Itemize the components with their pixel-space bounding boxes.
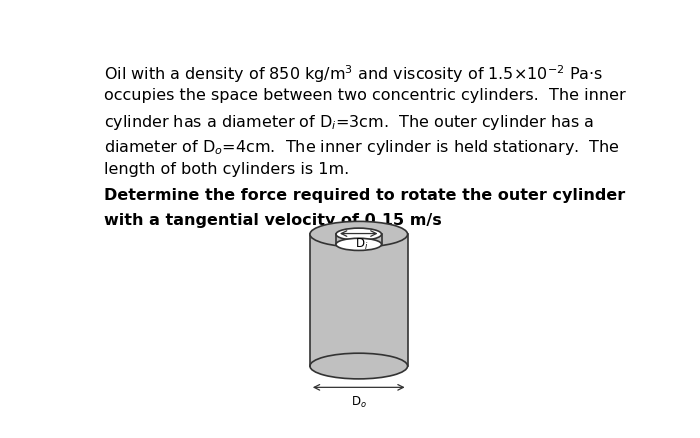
Text: cylinder has a diameter of D$_i$=3cm.  The outer cylinder has a: cylinder has a diameter of D$_i$=3cm. Th…	[104, 113, 594, 131]
Text: length of both cylinders is 1m.: length of both cylinders is 1m.	[104, 162, 349, 177]
Ellipse shape	[310, 353, 407, 379]
Ellipse shape	[336, 239, 382, 251]
Text: occupies the space between two concentric cylinders.  The inner: occupies the space between two concentri…	[104, 88, 626, 103]
Text: with a tangential velocity of 0.15 m/s: with a tangential velocity of 0.15 m/s	[104, 212, 442, 227]
Text: Determine the force required to rotate the outer cylinder: Determine the force required to rotate t…	[104, 187, 625, 202]
Text: D$_i$: D$_i$	[356, 236, 369, 251]
Text: diameter of D$_o$=4cm.  The inner cylinder is held stationary.  The: diameter of D$_o$=4cm. The inner cylinde…	[104, 137, 620, 156]
Text: D$_o$: D$_o$	[351, 393, 367, 409]
Ellipse shape	[336, 229, 382, 241]
Ellipse shape	[310, 222, 407, 247]
Polygon shape	[310, 235, 407, 366]
Text: Oil with a density of 850 kg/m$^3$ and viscosity of 1.5$\times$10$^{-2}$ Pa$\cdo: Oil with a density of 850 kg/m$^3$ and v…	[104, 63, 603, 85]
